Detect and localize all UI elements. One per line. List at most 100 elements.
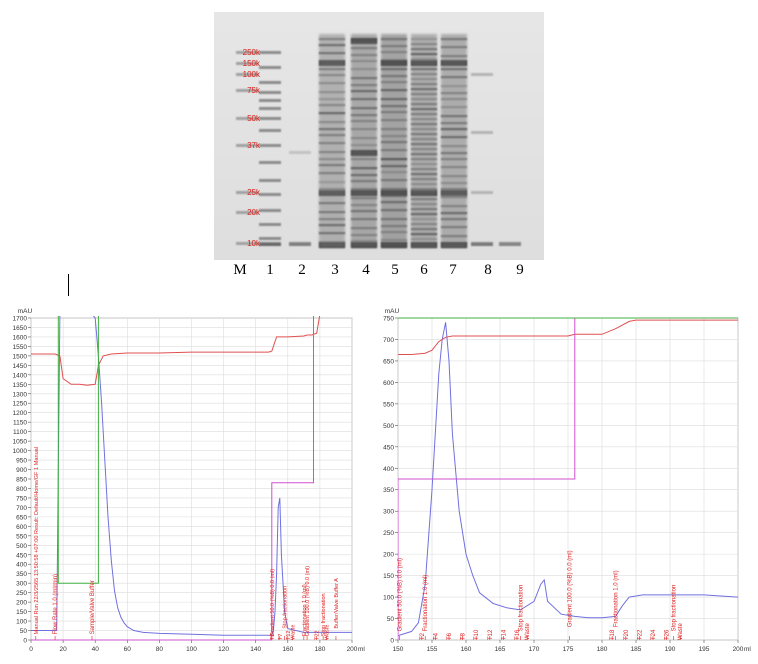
y-tick-label: 1650 — [13, 325, 28, 332]
gel-band — [471, 191, 493, 194]
x-tick-label: 0 — [29, 646, 33, 653]
x-tick-label: 150 — [393, 646, 404, 653]
y-tick-label: 700 — [383, 337, 394, 344]
y-tick-label: 1600 — [13, 334, 28, 341]
event-annotation: T2 — [420, 632, 426, 640]
y-tick-label: 150 — [383, 573, 394, 580]
marker-label: 150k — [243, 59, 261, 68]
y-axis-label: mAU — [18, 308, 33, 315]
gel-band — [259, 242, 281, 246]
gel-band — [236, 73, 258, 76]
event-annotation: Gradient 100.0 (%B) 0.0 (ml) — [305, 566, 311, 636]
y-tick-label: 250 — [16, 590, 27, 597]
lane-smear — [411, 34, 437, 248]
gel-band — [259, 91, 281, 94]
event-annotation: Stop fractionation — [671, 585, 677, 632]
lane-label: 5 — [391, 262, 399, 278]
gel-band — [236, 117, 258, 120]
gel-band — [236, 211, 258, 214]
event-annotation: T12 — [488, 629, 494, 640]
gel-band — [259, 193, 281, 196]
event-annotation: Waste — [291, 625, 297, 640]
event-annotation: Sample/Valve Buffer — [90, 580, 96, 634]
x-axis-label: ml — [358, 646, 365, 653]
x-tick-label: 175 — [563, 646, 574, 653]
x-tick-label: 120 — [218, 646, 229, 653]
gel-band — [259, 144, 281, 147]
y-tick-label: 1450 — [13, 363, 28, 370]
y-tick-label: 0 — [390, 638, 394, 645]
y-tick-label: 600 — [16, 524, 27, 531]
lane-label: M — [233, 262, 247, 278]
chromatogram-right: 0 50 100 150 200 250 300 350 400 450 500 550 600 650 7… — [383, 308, 751, 653]
gel-band — [471, 73, 493, 76]
gel-band — [259, 179, 281, 182]
event-annotation: T20 — [624, 629, 630, 640]
y-tick-label: 1200 — [13, 410, 28, 417]
lane-label: 3 — [331, 262, 339, 278]
event-annotation: T18 — [610, 629, 616, 640]
x-tick-label: 180 — [314, 646, 325, 653]
lane-label: 6 — [420, 262, 428, 278]
lane-label: 2 — [298, 262, 306, 278]
y-tick-label: 200 — [16, 600, 27, 607]
y-tick-label: 500 — [383, 423, 394, 430]
gel-band — [499, 242, 521, 246]
event-annotation: Waste — [324, 625, 330, 640]
y-tick-label: 350 — [383, 487, 394, 494]
y-tick-label: 450 — [383, 444, 394, 451]
event-annotation: T7 — [278, 634, 284, 640]
event-annotation: Waste — [525, 623, 531, 640]
x-tick-label: 20 — [59, 646, 67, 653]
event-annotation: T22 — [315, 631, 321, 640]
series-line — [31, 316, 352, 636]
marker-label: 10k — [247, 239, 261, 248]
x-tick-label: 180 — [597, 646, 608, 653]
y-tick-label: 500 — [16, 543, 27, 550]
lane-label: 9 — [516, 262, 524, 278]
y-axis-label: mAU — [385, 308, 400, 315]
y-tick-label: 100 — [16, 619, 27, 626]
series-line — [398, 319, 738, 355]
x-tick-label: 200 — [733, 646, 744, 653]
series-line — [398, 322, 739, 637]
x-tick-label: 195 — [699, 646, 710, 653]
event-annotation: T6 — [447, 632, 453, 640]
event-annotation: Stop fractionation — [321, 593, 327, 636]
y-tick-label: 700 — [16, 505, 27, 512]
marker-label: 50k — [247, 114, 261, 123]
x-tick-label: 40 — [92, 646, 100, 653]
gel-band — [236, 191, 258, 194]
gel-band — [259, 237, 281, 240]
lane-label: 4 — [362, 262, 370, 278]
event-annotation: Gradient 50.0 (%B) 0.0 (ml) — [397, 558, 403, 631]
marker-label: 25k — [247, 188, 261, 197]
y-tick-label: 550 — [383, 401, 394, 408]
y-tick-label: 800 — [16, 486, 27, 493]
event-annotation: T2 — [270, 634, 276, 640]
x-tick-label: 60 — [124, 646, 132, 653]
gel-band — [259, 129, 281, 132]
gel-band — [259, 66, 281, 69]
y-tick-label: 1400 — [13, 372, 28, 379]
gel-band — [259, 209, 281, 212]
gel-background — [214, 12, 544, 260]
x-tick-label: 140 — [250, 646, 261, 653]
event-annotation: T14 — [501, 629, 507, 640]
y-tick-label: 1550 — [13, 344, 28, 351]
y-tick-label: 300 — [383, 509, 394, 516]
x-tick-label: 160 — [282, 646, 293, 653]
gel-band — [259, 117, 281, 120]
y-tick-label: 650 — [16, 514, 27, 521]
y-tick-label: 50 — [387, 616, 395, 623]
gel-band — [471, 131, 493, 134]
y-tick-label: 400 — [383, 466, 394, 473]
y-tick-label: 650 — [383, 358, 394, 365]
y-tick-label: 1050 — [13, 439, 28, 446]
gel-band — [471, 242, 493, 246]
x-tick-label: 185 — [631, 646, 642, 653]
x-tick-label: 160 — [461, 646, 472, 653]
y-tick-label: 0 — [23, 638, 27, 645]
y-tick-label: 1500 — [13, 353, 28, 360]
event-annotation: Waste — [678, 623, 684, 640]
